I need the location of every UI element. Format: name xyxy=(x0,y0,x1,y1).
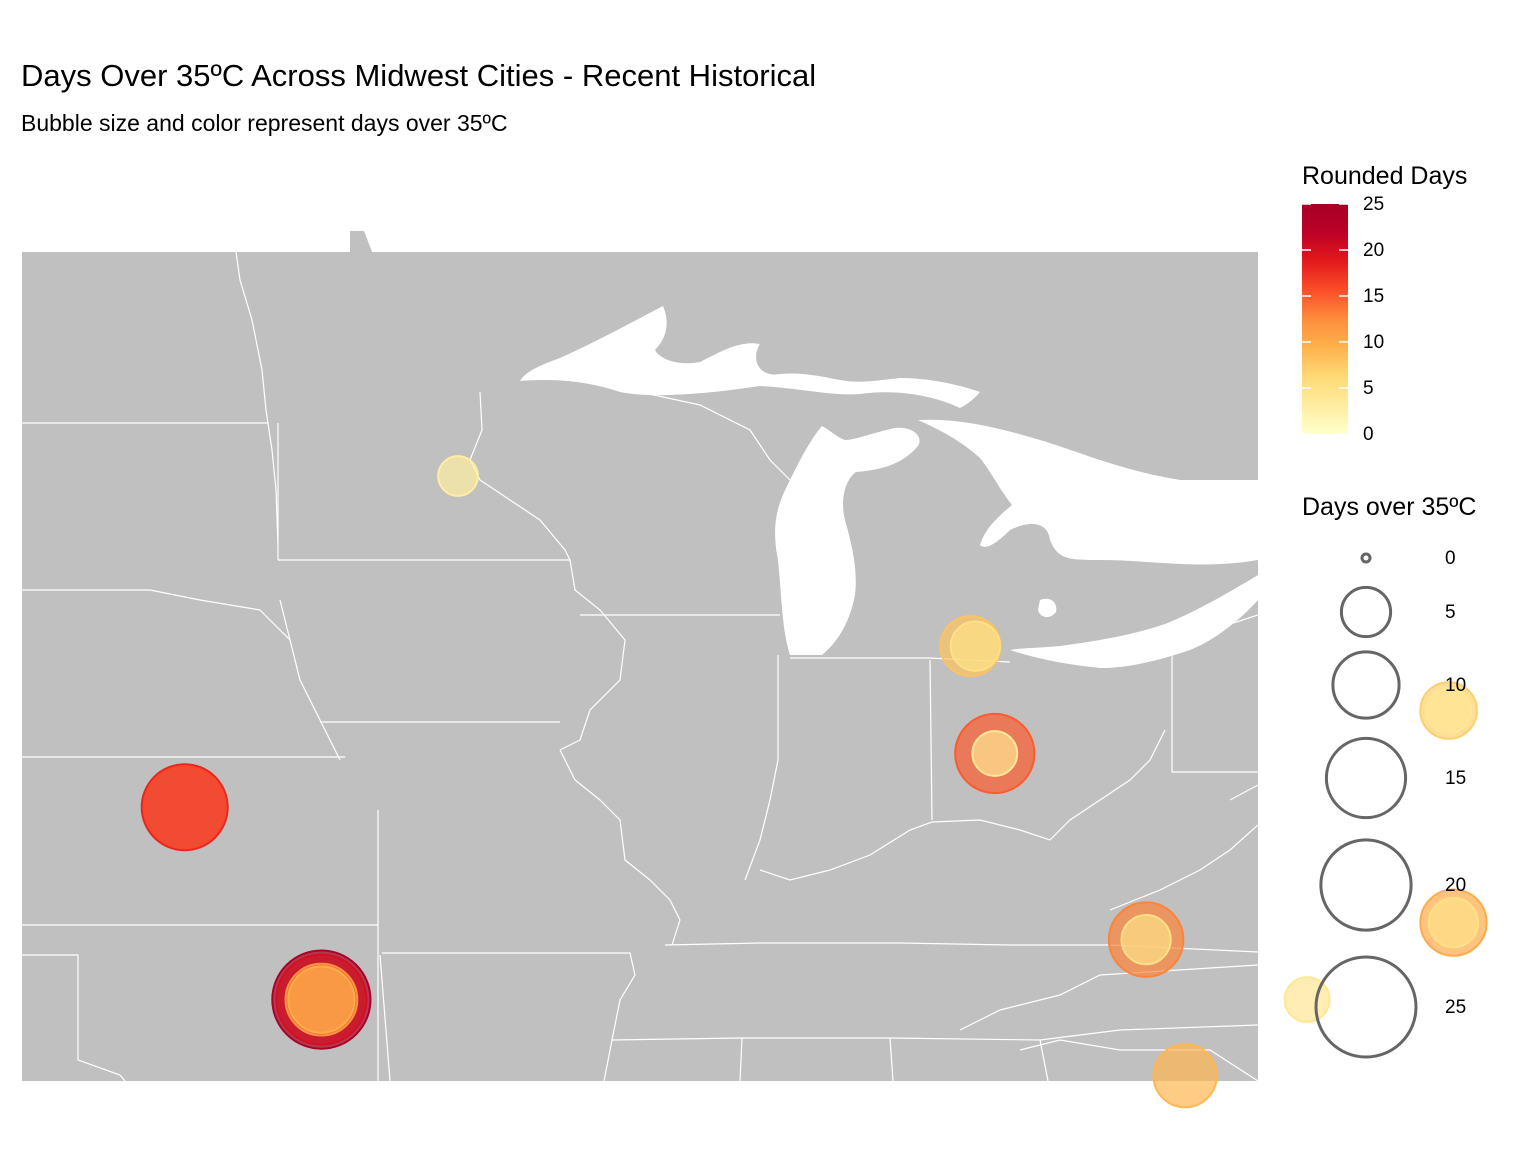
border-ia-il xyxy=(559,559,626,751)
city-bubble xyxy=(287,965,356,1034)
city-bubble xyxy=(949,620,1001,672)
border-wi-mi xyxy=(639,391,791,481)
lake-st-clair xyxy=(1038,598,1057,618)
size-legend-circle xyxy=(1331,650,1401,720)
border-ga-nc xyxy=(1039,1039,1049,1081)
basemap xyxy=(22,230,1258,1081)
city-bubble xyxy=(1120,914,1172,966)
lake-huron xyxy=(918,419,1258,565)
size-legend-label: 15 xyxy=(1445,768,1467,789)
border-wv-va xyxy=(1109,824,1258,911)
border-ia-west xyxy=(279,599,341,761)
lake-michigan xyxy=(775,426,920,655)
border-mo-bootheel xyxy=(671,919,681,946)
border-nc-sc xyxy=(1019,1039,1258,1081)
border-mn-wi xyxy=(469,391,571,561)
size-legend-circle xyxy=(1360,552,1372,564)
border-ms-al xyxy=(739,1037,743,1081)
size-legend-label: 25 xyxy=(1445,997,1467,1018)
land-minnesota-north xyxy=(350,231,663,392)
border-il-mo xyxy=(559,749,681,921)
state-borders xyxy=(22,251,1258,1081)
size-legend-title: Days over 35ºC xyxy=(1302,493,1477,521)
city-bubble xyxy=(437,455,479,497)
city-bubble xyxy=(971,730,1019,777)
border-ok-ar xyxy=(379,954,391,1081)
city-bubble xyxy=(1152,1043,1218,1109)
color-tick-label: 25 xyxy=(1363,194,1385,215)
color-legend-title: Rounded Days xyxy=(1302,162,1468,190)
colorbar xyxy=(1302,204,1348,434)
border-il-in xyxy=(744,655,779,881)
border-al-ga xyxy=(889,1037,894,1081)
border-ohio-river xyxy=(759,729,1166,881)
size-legend-circle xyxy=(1314,955,1418,1059)
city-bubble xyxy=(1425,687,1472,734)
border-sd-ne xyxy=(22,589,291,641)
color-tick-label: 15 xyxy=(1363,286,1385,307)
border-tn-south xyxy=(611,1024,1258,1041)
size-legend-label: 0 xyxy=(1445,548,1456,569)
color-tick-label: 5 xyxy=(1363,378,1374,399)
colorbar-ticks xyxy=(1302,203,1348,435)
border-pa-ny xyxy=(1211,614,1258,631)
size-legend-circle xyxy=(1319,838,1413,932)
city-bubble xyxy=(1427,897,1480,949)
city-bubbles xyxy=(140,455,1488,1109)
border-mo-ar xyxy=(382,952,636,1081)
border-nd-mn xyxy=(235,251,279,546)
size-legend-label: 20 xyxy=(1445,875,1467,896)
map-title: Days Over 35ºC Across Midwest Cities - R… xyxy=(21,58,817,93)
lake-superior xyxy=(520,306,980,408)
size-legend-circle xyxy=(1324,736,1408,820)
size-legend-circle xyxy=(1339,585,1393,639)
color-tick-label: 20 xyxy=(1363,240,1385,261)
border-wv xyxy=(1229,784,1258,801)
color-tick-label: 10 xyxy=(1363,332,1385,353)
border-in-oh xyxy=(929,659,933,821)
lake-erie xyxy=(1010,575,1258,668)
size-legend-label: 10 xyxy=(1445,675,1467,696)
size-legend xyxy=(1314,552,1418,1059)
color-legend xyxy=(1302,203,1348,435)
border-ok-panhandle xyxy=(22,954,126,1081)
size-legend-label: 5 xyxy=(1445,602,1456,623)
color-tick-label: 0 xyxy=(1363,424,1374,445)
city-bubble xyxy=(142,765,227,850)
map-subtitle: Bubble size and color represent days ove… xyxy=(21,110,508,136)
border-oh-pa xyxy=(1171,640,1258,773)
outside-area xyxy=(22,230,350,252)
